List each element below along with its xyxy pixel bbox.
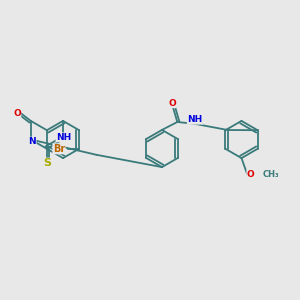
Text: S: S: [43, 158, 51, 168]
Text: O: O: [13, 109, 21, 118]
Text: N: N: [28, 137, 36, 146]
Text: NH: NH: [187, 115, 202, 124]
Text: Br: Br: [53, 144, 65, 154]
Text: CH₃: CH₃: [263, 170, 279, 179]
Text: NH: NH: [56, 133, 71, 142]
Text: O: O: [168, 99, 176, 108]
Text: O: O: [247, 170, 255, 179]
